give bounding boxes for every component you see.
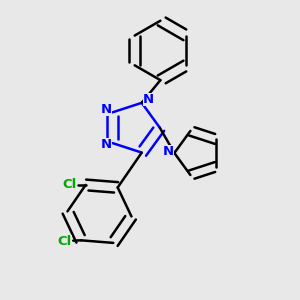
Text: N: N [100,138,112,151]
Text: N: N [143,93,154,106]
Text: Cl: Cl [58,235,72,248]
Text: N: N [100,103,112,116]
Text: N: N [163,145,174,158]
Text: Cl: Cl [62,178,76,191]
